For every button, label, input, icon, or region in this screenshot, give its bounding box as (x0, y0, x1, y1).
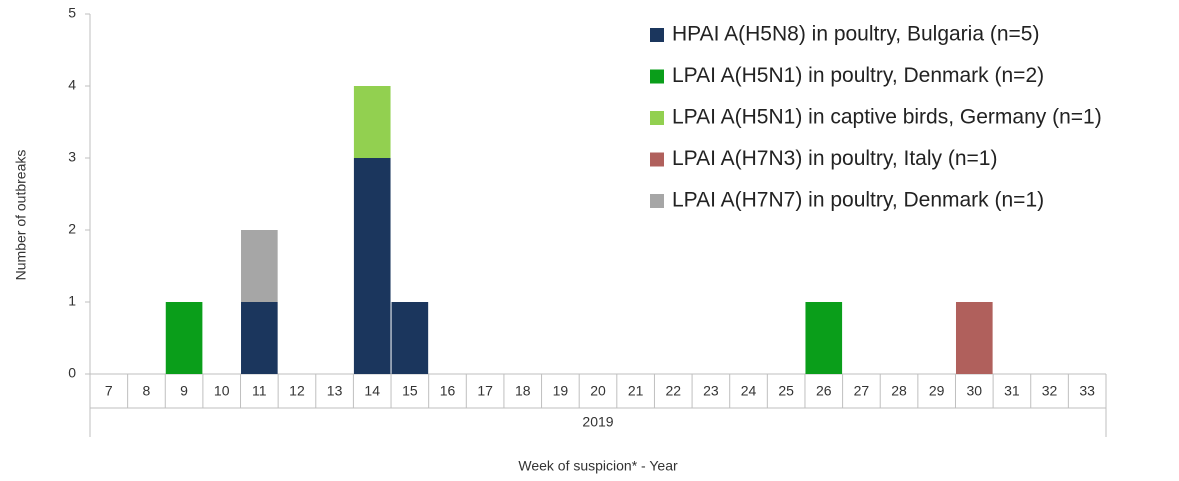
x-tick-label: 18 (515, 383, 531, 399)
bar-segment (241, 302, 278, 374)
x-tick-label: 24 (741, 383, 757, 399)
x-tick-label: 9 (180, 383, 188, 399)
x-tick-label: 19 (553, 383, 569, 399)
legend-label: HPAI A(H5N8) in poultry, Bulgaria (n=5) (672, 23, 1039, 46)
legend-swatch (650, 152, 664, 167)
x-tick-label: 30 (967, 383, 983, 399)
x-tick-label: 10 (214, 383, 230, 399)
y-tick-label: 5 (68, 5, 76, 21)
y-axis-label: Number of outbreaks (13, 150, 29, 281)
x-tick-label: 17 (477, 383, 493, 399)
x-tick-label: 16 (440, 383, 456, 399)
legend-swatch (650, 69, 664, 84)
y-tick-label: 3 (68, 149, 76, 165)
x-tick-label: 32 (1042, 383, 1058, 399)
bar-segment (391, 302, 429, 374)
x-tick-label: 33 (1079, 383, 1095, 399)
x-tick-label: 31 (1004, 383, 1020, 399)
bar-segment (353, 86, 391, 158)
x-tick-label: 7 (105, 383, 113, 399)
x-tick-label: 8 (143, 383, 151, 399)
legend-label: LPAI A(H7N7) in poultry, Denmark (n=1) (672, 189, 1044, 212)
legend-label: LPAI A(H5N1) in poultry, Denmark (n=2) (672, 64, 1044, 87)
legend-label: LPAI A(H5N1) in captive birds, Germany (… (672, 106, 1102, 129)
x-tick-label: 29 (929, 383, 945, 399)
legend-swatch (650, 111, 664, 125)
y-tick-label: 4 (68, 77, 76, 93)
legend-label: LPAI A(H7N3) in poultry, Italy (n=1) (672, 147, 997, 170)
x-tick-label: 23 (703, 383, 719, 399)
bar-segment (353, 158, 391, 374)
x-tick-label: 11 (252, 383, 267, 399)
x-tick-label: 21 (628, 383, 644, 399)
x-tick-label: 22 (665, 383, 681, 399)
y-tick-label: 0 (68, 365, 76, 381)
x-tick-label: 12 (289, 383, 305, 399)
x-tick-label: 28 (891, 383, 907, 399)
bar-segment (805, 302, 843, 374)
x-tick-label: 13 (327, 383, 343, 399)
bar-segment (241, 230, 278, 302)
y-tick-label: 1 (68, 293, 76, 309)
x-tick-label: 14 (364, 383, 380, 399)
legend-swatch (650, 28, 664, 42)
bar-segment (955, 302, 993, 374)
legend-swatch (650, 194, 664, 208)
group-label: 2019 (582, 414, 613, 430)
x-tick-label: 20 (590, 383, 606, 399)
x-tick-label: 26 (816, 383, 832, 399)
y-tick-label: 2 (68, 221, 76, 237)
x-tick-label: 15 (402, 383, 418, 399)
x-tick-label: 27 (854, 383, 870, 399)
x-axis-label: Week of suspicion* - Year (518, 458, 678, 474)
x-tick-label: 25 (778, 383, 794, 399)
bar-segment (165, 302, 203, 374)
